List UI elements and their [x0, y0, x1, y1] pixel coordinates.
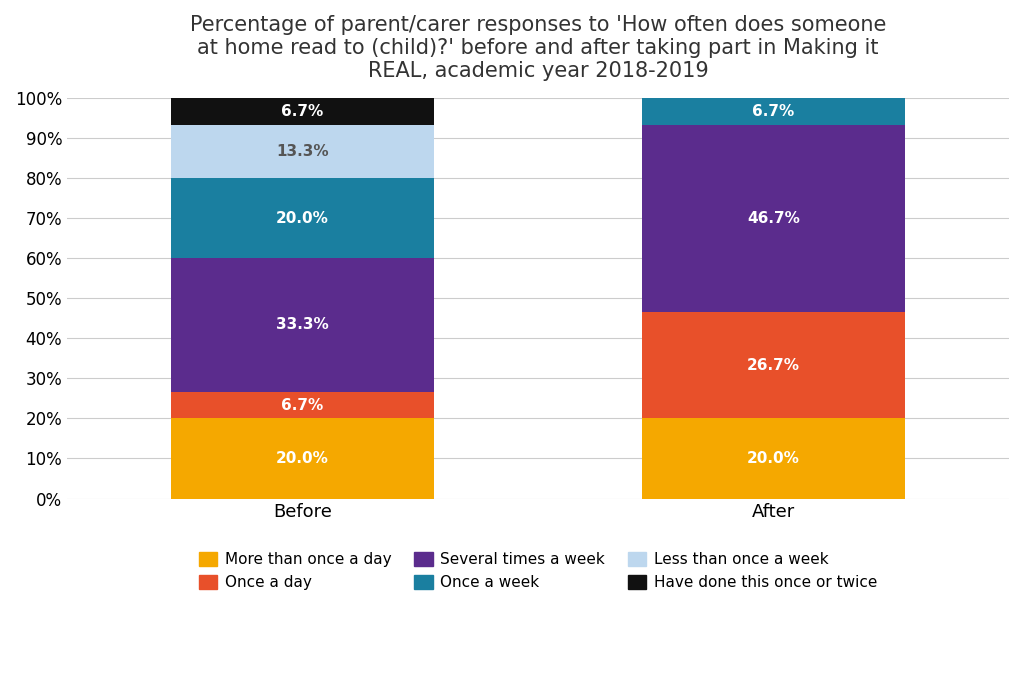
Bar	[171, 178, 434, 258]
Bar	[171, 99, 434, 125]
Text: 20.0%: 20.0%	[748, 451, 800, 466]
Bar	[171, 418, 434, 498]
Text: 46.7%: 46.7%	[748, 210, 800, 226]
Text: 33.3%: 33.3%	[276, 317, 329, 332]
Bar	[642, 98, 905, 125]
Text: 20.0%: 20.0%	[276, 211, 329, 226]
Text: 6.7%: 6.7%	[282, 398, 324, 412]
Bar	[171, 125, 434, 178]
Text: 26.7%: 26.7%	[748, 357, 800, 373]
Text: 6.7%: 6.7%	[753, 103, 795, 119]
Text: 20.0%: 20.0%	[276, 451, 329, 466]
Legend: More than once a day, Once a day, Several times a week, Once a week, Less than o: More than once a day, Once a day, Severa…	[193, 546, 884, 596]
Text: 13.3%: 13.3%	[276, 144, 329, 159]
Title: Percentage of parent/carer responses to 'How often does someone
at home read to : Percentage of parent/carer responses to …	[189, 15, 886, 81]
Bar	[642, 312, 905, 418]
Bar	[642, 418, 905, 498]
Bar	[171, 258, 434, 391]
Text: 6.7%: 6.7%	[282, 104, 324, 119]
Bar	[171, 391, 434, 418]
Bar	[642, 125, 905, 312]
